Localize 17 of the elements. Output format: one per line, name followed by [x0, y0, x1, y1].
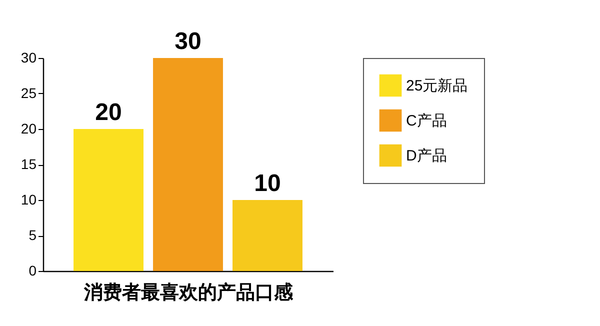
legend-label: C产品 [406, 112, 447, 130]
data-label: 10 [254, 170, 281, 197]
y-tick-label: 5 [28, 227, 37, 243]
y-tick-label: 20 [20, 120, 37, 136]
y-tick-label: 25 [20, 85, 37, 101]
data-label: 20 [95, 99, 122, 126]
legend-label: 25元新品 [406, 78, 468, 94]
y-tick-label: 0 [28, 262, 37, 278]
bar [153, 58, 223, 271]
x-axis-title: 消费者最喜欢的产品口感 [83, 282, 294, 304]
y-tick-label: 15 [20, 156, 37, 172]
data-label: 30 [174, 28, 202, 55]
legend-label: D产品 [406, 148, 447, 164]
y-tick-label: 10 [20, 192, 37, 208]
bar [74, 129, 144, 271]
bar [232, 200, 302, 271]
y-tick-label: 30 [20, 50, 37, 66]
